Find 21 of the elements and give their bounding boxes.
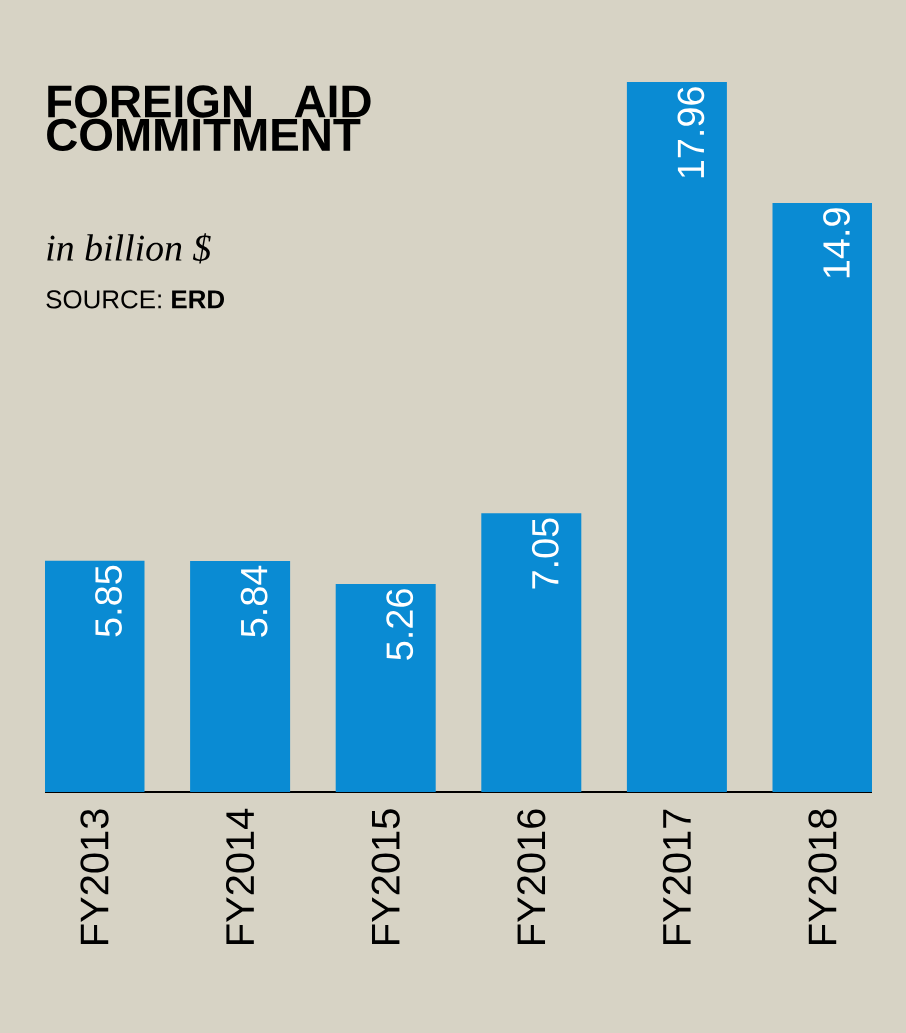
annotation: SOURCE: ERD	[46, 290, 225, 309]
data-label: 7.05	[531, 518, 559, 589]
bar	[481, 513, 582, 792]
data-label: 17.96	[677, 87, 705, 178]
data-label: 5.85	[95, 565, 122, 637]
bar	[335, 584, 436, 792]
x-tick-label: FY2017	[662, 809, 692, 944]
x-tick-label: FY2015	[371, 809, 400, 944]
data-label: 14.9	[823, 208, 850, 278]
x-tick-label: FY2013	[80, 809, 109, 944]
bar	[45, 560, 145, 792]
chart-title: FOREIGN AID COMMITMENT	[47, 85, 371, 152]
text: in billion $	[47, 233, 211, 264]
bar	[626, 81, 727, 792]
x-tick-label: FY2014	[225, 808, 255, 944]
bar	[772, 202, 872, 792]
x-tick-label: FY2016	[517, 809, 546, 944]
data-label: 5.26	[386, 589, 414, 660]
bar	[190, 561, 291, 792]
x-tick-label: FY2018	[808, 809, 837, 944]
data-label: 5.84	[240, 565, 268, 637]
